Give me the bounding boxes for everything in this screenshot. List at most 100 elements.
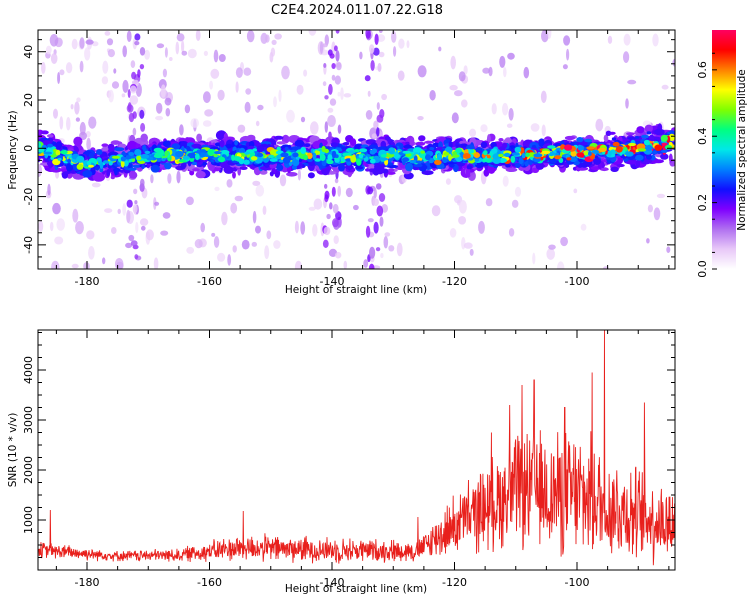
spectrogram-cell <box>140 133 148 142</box>
spectrogram-cell <box>292 152 299 158</box>
spectrogram-cell <box>656 193 666 199</box>
chart-title: C2E4.2024.011.07.22.G18 <box>271 3 443 18</box>
spectrogram-cell <box>300 116 306 123</box>
spectrogram-cell <box>104 31 111 36</box>
spectrogram-cell <box>196 133 203 142</box>
spectrogram-cell <box>108 160 113 166</box>
spectrogram-cell <box>350 155 357 163</box>
spectrogram-cell <box>86 137 91 151</box>
spectrogram-cell <box>252 210 257 224</box>
spectrogram-cell <box>278 159 285 163</box>
spectrogram-cell <box>438 46 442 52</box>
spectrogram-cell <box>110 175 115 180</box>
spectrogram-cell <box>129 171 138 179</box>
spectrogram-cell <box>195 30 201 41</box>
spectrogram-cell <box>483 150 488 156</box>
spectrogram-cell <box>55 141 62 150</box>
spectrogram-cell <box>52 202 61 215</box>
spectrogram-cell <box>329 202 333 210</box>
spectrogram-cell <box>370 60 375 71</box>
spectrogram-cell <box>562 64 568 70</box>
spectrogram-cell <box>336 62 342 71</box>
spectrogram-cell <box>502 175 509 187</box>
spectrogram-cell <box>114 147 125 152</box>
spectrogram-cell <box>641 134 649 139</box>
spectrogram-cell <box>508 228 515 237</box>
spectrogram-cell <box>487 134 491 144</box>
spectrogram-cell <box>425 154 431 161</box>
spectrogram-cell <box>454 90 463 97</box>
spectrogram-cell <box>200 222 205 233</box>
spectrogram-cell <box>91 182 101 188</box>
spectrogram-cell <box>563 35 571 46</box>
spectrogram-cell <box>132 111 137 119</box>
spectrogram-cell <box>38 142 42 149</box>
spectrogram-cell <box>514 186 522 197</box>
spectrogram-cell <box>538 138 545 147</box>
spectrogram-cell <box>160 84 166 98</box>
colorbar-tick-label: 0.6 <box>696 61 709 79</box>
spectrogram-cell <box>376 127 380 137</box>
spectrogram-cell <box>547 30 552 39</box>
spectrogram-cell <box>332 203 339 214</box>
spectrogram-cell <box>79 37 85 49</box>
spectrogram-cell <box>144 49 151 60</box>
spectrogram-cell <box>402 150 411 154</box>
spectrogram-cell <box>220 150 230 155</box>
spectrogram-cell <box>86 230 95 240</box>
spectrogram-cell <box>468 149 475 154</box>
spectrogram-cell <box>217 252 226 262</box>
spectrogram-cell <box>635 154 644 161</box>
spectrogram-cell <box>257 104 264 111</box>
spectrogram-cell <box>314 158 321 162</box>
spectrogram-cell <box>546 248 555 260</box>
spectrogram-cell <box>55 170 60 179</box>
spectrogram-cell <box>334 178 339 184</box>
spectrogram-cell <box>123 160 129 167</box>
spectrogram-cell <box>125 155 131 160</box>
spectrogram-cell <box>636 126 645 134</box>
spectrogram-cell <box>450 55 457 70</box>
spectrogram-x-axis-title: Height of straight line (km) <box>285 284 427 296</box>
spectrogram-cell <box>555 152 559 157</box>
spectrogram-cell <box>381 93 387 101</box>
spectrogram-cell <box>503 67 507 78</box>
spectrogram-cell <box>458 71 466 82</box>
spectrogram-cell <box>54 236 64 245</box>
spectrogram-cell <box>359 148 368 153</box>
spectrogram-cell <box>234 195 243 202</box>
spectrogram-cell <box>374 163 382 171</box>
spectrogram-cell <box>126 199 133 208</box>
spectrogram-cell <box>209 80 214 90</box>
spectrogram-cell <box>41 61 46 74</box>
spectrogram-cell <box>160 230 169 236</box>
spectrogram-cell <box>345 187 353 198</box>
spectrogram-cell <box>375 183 382 190</box>
spectrogram-cell <box>136 155 142 161</box>
spectrogram-cell <box>176 170 181 184</box>
spectrogram-cell <box>429 90 436 101</box>
spectrogram-cell <box>145 229 154 241</box>
spectrogram-cell <box>308 30 317 36</box>
spectrogram-cell <box>415 141 426 146</box>
spectrogram-cell <box>383 236 389 249</box>
spectrogram-cell <box>508 108 514 121</box>
spectrogram-cell <box>449 228 457 238</box>
spectrogram-cell <box>480 141 488 149</box>
spectrogram-cell <box>443 152 450 156</box>
spectrogram-cell <box>120 156 126 162</box>
spectrogram-cell <box>162 212 171 219</box>
spectrogram-cell <box>466 165 472 170</box>
spectrogram-cell <box>646 238 650 244</box>
spectrogram-cell <box>106 169 111 177</box>
spectrogram-cell <box>569 156 577 163</box>
spectrogram-cell <box>140 122 146 132</box>
spectrogram-cell <box>230 202 238 214</box>
spectrogram-cell <box>547 145 556 149</box>
spectrogram-cell <box>211 232 216 237</box>
spectrogram-cell <box>273 135 284 140</box>
spectrogram-cell <box>139 47 146 56</box>
spectrogram-cell <box>294 139 305 147</box>
spectrogram-cell <box>337 91 341 97</box>
